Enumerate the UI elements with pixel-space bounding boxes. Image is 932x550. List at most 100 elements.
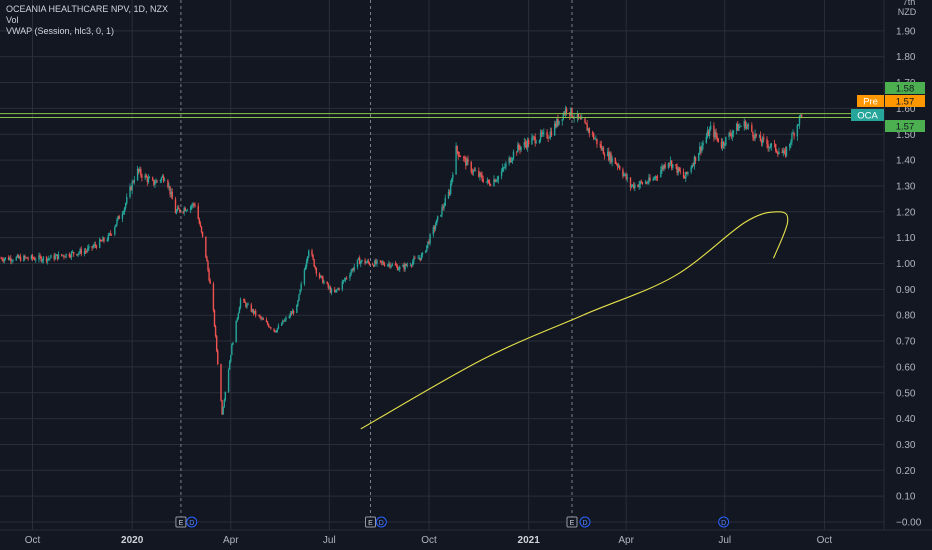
candle-body — [562, 113, 565, 120]
candle-body — [198, 218, 201, 224]
candle-body — [783, 150, 786, 151]
dividend-marker[interactable]: D — [375, 516, 387, 528]
candle-body — [110, 234, 113, 235]
candle-body — [654, 176, 657, 179]
candle-body — [39, 255, 41, 257]
price-axis[interactable]: 7th NZD −0.00 0.10 0.20 0.30 0.40 0.50 0.60 0.7… — [883, 0, 922, 530]
candle-body — [144, 175, 146, 178]
candle-body — [283, 320, 285, 322]
candle-body — [678, 167, 680, 171]
time-tick-label: Oct — [817, 535, 833, 546]
candle-body — [752, 131, 754, 137]
candle-body — [94, 244, 97, 246]
candle-body — [490, 185, 492, 186]
candle-body — [608, 151, 610, 161]
candle-body — [259, 315, 261, 317]
candle-body — [701, 145, 703, 152]
candle-body — [273, 328, 275, 331]
candle-body — [482, 179, 484, 183]
earnings-marker[interactable]: E — [365, 516, 376, 528]
candle-body — [329, 287, 332, 293]
candle-body — [685, 171, 687, 179]
chart-legend[interactable]: OCEANIA HEALTHCARE NPV, 1D, NZX Vol VWAP… — [6, 4, 168, 37]
earnings-marker[interactable]: E — [566, 516, 578, 528]
candle-body — [440, 214, 442, 217]
candle-body — [405, 264, 407, 266]
candle-body — [48, 258, 50, 259]
candle-body — [129, 186, 131, 198]
freehand-drawing[interactable] — [360, 211, 789, 430]
candle-body — [276, 328, 279, 332]
candle-body — [588, 128, 591, 133]
price-badges: 1.58 Pre 1.57 OCA 1.57 — [851, 82, 925, 133]
candle-body — [538, 139, 541, 143]
candle-body — [87, 248, 89, 252]
candles — [0, 105, 803, 415]
candle-body — [524, 142, 527, 145]
candle-body — [584, 118, 586, 123]
candle-body — [102, 237, 104, 242]
top-level-badge — [885, 82, 925, 94]
pre-value-badge — [885, 95, 925, 107]
dividend-marker[interactable]: D — [718, 516, 730, 528]
candle-body — [145, 175, 147, 178]
candle-body — [26, 257, 28, 259]
candle-body — [322, 276, 324, 284]
candle-body — [230, 355, 232, 362]
last-price-badge-text: 1.57 — [896, 122, 915, 133]
candle-body — [289, 313, 292, 317]
candle-body — [55, 254, 58, 256]
candle-body — [504, 167, 506, 168]
candle-body — [784, 150, 787, 156]
candle-body — [383, 264, 386, 266]
time-tick-label: Oct — [421, 535, 437, 546]
candle-body — [368, 262, 371, 265]
candle-body — [791, 133, 793, 143]
earnings-marker[interactable]: E — [175, 516, 187, 528]
candle-body — [649, 177, 651, 181]
candle-body — [170, 191, 172, 195]
candle-body — [297, 300, 299, 305]
price-tick-label: 0.10 — [896, 492, 916, 503]
horizontal-lines[interactable] — [0, 113, 884, 118]
candle-body — [435, 219, 438, 226]
candle-body — [776, 150, 778, 153]
drawn-curve[interactable] — [360, 211, 789, 430]
candle-body — [300, 283, 302, 290]
candle-body — [631, 184, 634, 186]
candle-body — [644, 182, 647, 184]
candle-body — [610, 153, 612, 163]
candle-body — [548, 137, 550, 139]
candle-body — [214, 326, 217, 336]
candle-body — [399, 266, 401, 270]
dividend-marker[interactable]: D — [579, 516, 591, 528]
legend-symbol[interactable]: OCEANIA HEALTHCARE NPV, 1D, NZX — [6, 4, 169, 14]
candle-body — [367, 260, 370, 263]
candle-body — [342, 280, 345, 282]
candle-body — [630, 185, 633, 188]
candle-body — [622, 169, 624, 177]
candle-body — [790, 142, 792, 144]
candle-body — [577, 114, 580, 118]
candle-body — [429, 234, 431, 244]
price-tick-label: 0.60 — [896, 362, 916, 373]
price-tick-label: 1.30 — [896, 181, 916, 192]
candle-body — [683, 177, 686, 179]
candle-body — [797, 124, 800, 126]
legend-volume[interactable]: Vol — [6, 15, 19, 25]
dividend-marker[interactable]: D — [186, 516, 198, 528]
candle-body — [485, 181, 488, 183]
time-axis[interactable]: Oct 2020 Apr Jul Oct 2021 Apr Jul Oct — [0, 529, 932, 546]
candle-body — [511, 158, 514, 161]
legend-vwap[interactable]: VWAP (Session, hlc3, 0, 1) — [6, 26, 115, 36]
candle-body — [633, 184, 635, 188]
price-tick-label: 1.90 — [896, 26, 916, 37]
candle-body — [124, 203, 127, 208]
candle-body — [345, 278, 348, 279]
candle-body — [275, 331, 277, 333]
candle-body — [326, 281, 328, 284]
candle-body — [139, 169, 141, 172]
time-tick-label: Jul — [323, 535, 336, 546]
